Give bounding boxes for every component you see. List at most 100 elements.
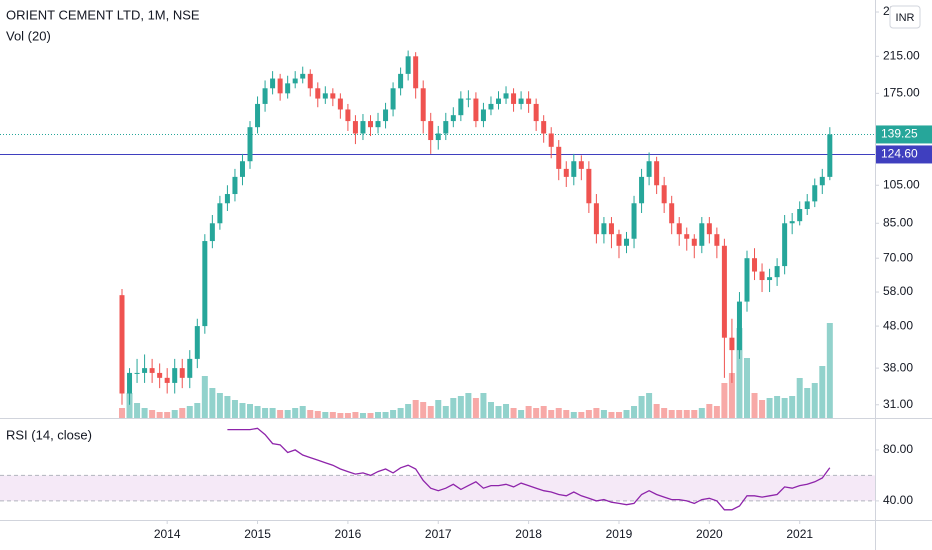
- candle-body: [616, 234, 622, 246]
- y-tick-label: 175.00: [883, 86, 920, 100]
- candle-body: [458, 98, 464, 116]
- volume-bar: [691, 410, 698, 418]
- volume-bar: [382, 412, 389, 418]
- candle-body: [759, 271, 765, 281]
- y-tick-label: 215.00: [883, 48, 920, 62]
- volume-title: Vol (20): [6, 28, 51, 43]
- candle-body: [752, 258, 758, 272]
- candle-body: [676, 223, 682, 235]
- volume-bar: [826, 323, 833, 418]
- candle-body: [593, 203, 599, 235]
- volume-bar: [548, 410, 555, 418]
- candle-body: [556, 146, 562, 169]
- y-tick-label: 38.00: [883, 360, 913, 374]
- candle-body: [533, 103, 539, 122]
- candle-body: [699, 223, 705, 246]
- candle-body: [586, 168, 592, 204]
- volume-bar: [141, 408, 148, 418]
- volume-bar: [254, 406, 261, 418]
- x-tick-label: 2020: [696, 527, 723, 541]
- volume-bar: [706, 404, 713, 418]
- price-line-label: 124.60: [881, 147, 918, 161]
- candle-body: [255, 103, 261, 128]
- candle-body: [443, 121, 449, 134]
- candle-body: [262, 88, 268, 104]
- candle-body: [774, 266, 780, 278]
- x-tick-label: 2017: [425, 527, 452, 541]
- rsi-line: [227, 427, 831, 511]
- candle-body: [270, 78, 276, 89]
- y-tick-label: 70.00: [883, 250, 913, 264]
- volume-bar: [329, 412, 336, 418]
- candle-body: [812, 185, 818, 202]
- volume-bar: [269, 408, 276, 418]
- volume-bar: [487, 402, 494, 418]
- candle-body: [157, 372, 163, 378]
- volume-bar: [638, 396, 645, 418]
- volume-bar: [412, 400, 419, 418]
- volume-bar: [608, 412, 615, 418]
- rsi-tick-label: 40.00: [883, 493, 913, 507]
- volume-bar: [683, 410, 690, 418]
- x-tick-label: 2021: [786, 527, 813, 541]
- volume-bar: [344, 413, 351, 418]
- currency-badge[interactable]: [889, 5, 921, 29]
- y-tick-label: 31.00: [883, 397, 913, 411]
- candle-body: [797, 209, 803, 222]
- candle-body: [450, 115, 456, 122]
- candle-body: [721, 245, 727, 338]
- volume-bar: [804, 388, 811, 418]
- candle-body: [345, 109, 351, 122]
- currency-label[interactable]: INR: [896, 12, 915, 24]
- candle-body: [661, 185, 667, 204]
- volume-bar: [134, 403, 141, 418]
- volume-bar: [179, 408, 186, 418]
- volume-bar: [585, 410, 592, 418]
- volume-bar: [555, 408, 562, 418]
- candle-body: [164, 377, 170, 383]
- volume-bar: [472, 398, 479, 418]
- candle-body: [548, 133, 554, 147]
- candle-body: [405, 56, 411, 74]
- volume-bar: [405, 404, 412, 418]
- volume-bar: [811, 383, 818, 418]
- volume-bar: [307, 410, 314, 418]
- volume-bar: [600, 410, 607, 418]
- candle-body: [578, 161, 584, 169]
- volume-bar: [390, 410, 397, 418]
- candle-body: [480, 109, 486, 122]
- volume-bar: [623, 410, 630, 418]
- candle-body: [435, 133, 441, 141]
- volume-bar: [209, 388, 216, 418]
- price-line-badge: [876, 145, 932, 164]
- volume-bar: [149, 410, 156, 418]
- candle-body: [736, 301, 742, 351]
- volume-bar: [653, 404, 660, 418]
- volume-bar: [171, 410, 178, 418]
- candle-body: [277, 78, 283, 94]
- volume-bar: [533, 408, 540, 418]
- candle-body: [473, 98, 479, 122]
- volume-bar: [789, 396, 796, 418]
- candle-body: [247, 127, 253, 162]
- volume-bar: [495, 406, 502, 418]
- candle-body: [352, 121, 358, 134]
- x-tick-label: 2016: [335, 527, 362, 541]
- volume-bar: [759, 400, 766, 418]
- candle-body: [631, 203, 637, 239]
- candle-body: [669, 203, 675, 224]
- volume-bar: [480, 393, 487, 418]
- candle-body: [149, 368, 155, 373]
- candle-body: [119, 295, 125, 394]
- volume-bar: [593, 408, 600, 418]
- volume-bar: [578, 412, 585, 418]
- volume-bar: [186, 406, 193, 418]
- y-tick-label: 58.00: [883, 284, 913, 298]
- volume-bar: [216, 393, 223, 418]
- volume-bar: [781, 398, 788, 418]
- volume-bar: [774, 396, 781, 418]
- x-tick-label: 2015: [244, 527, 271, 541]
- candle-body: [209, 223, 215, 242]
